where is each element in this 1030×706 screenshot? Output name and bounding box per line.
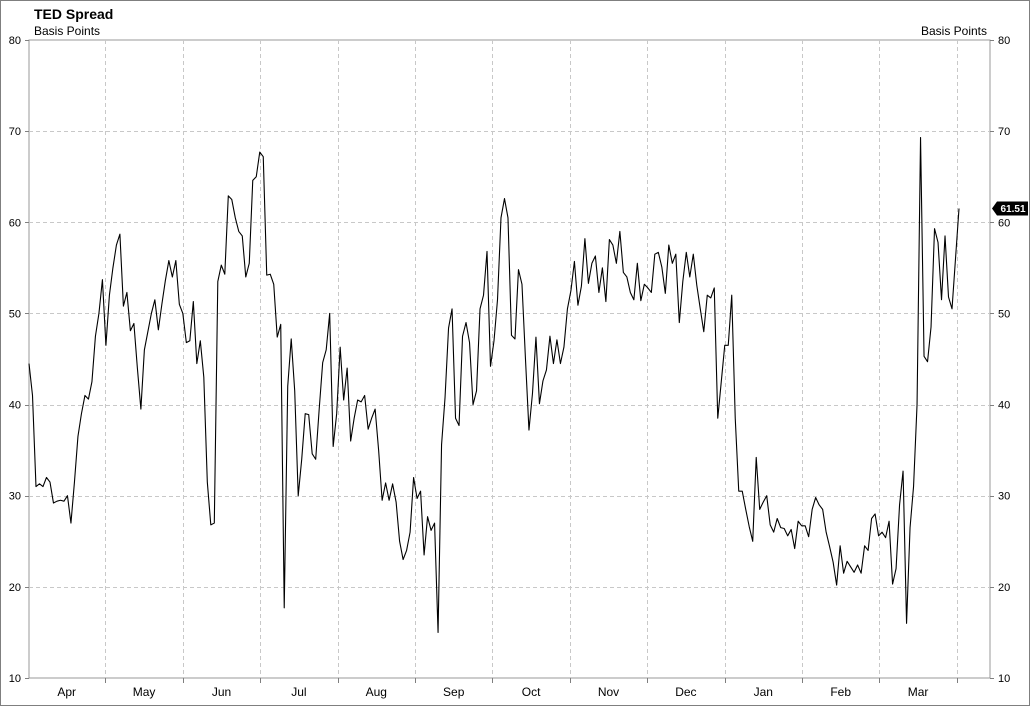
x-tick-label-month: Mar <box>908 685 929 699</box>
x-tick-label-month: Jan <box>754 685 773 699</box>
y-tick-label-right: 40 <box>998 400 1010 412</box>
y-tick-label-right: 50 <box>998 308 1010 320</box>
y-tick-label-right: 10 <box>998 673 1010 685</box>
y-tick-label-left: 60 <box>9 217 21 229</box>
x-tick-label-month: Feb <box>830 685 851 699</box>
y-tick-label-left: 80 <box>9 35 21 47</box>
x-tick-label-month: May <box>133 685 156 699</box>
y-tick-label-right: 20 <box>998 582 1010 594</box>
x-tick-label-month: Oct <box>522 685 541 699</box>
y-tick-label-right: 70 <box>998 126 1010 138</box>
last-value-label: 61.51 <box>1000 204 1025 215</box>
y-tick-label-left: 50 <box>9 308 21 320</box>
x-tick-label-month: Dec <box>675 685 696 699</box>
x-tick-label-month: Sep <box>443 685 465 699</box>
y-tick-label-left: 70 <box>9 126 21 138</box>
x-tick-label-month: Apr <box>57 685 76 699</box>
y-axis-label-left: Basis Points <box>34 24 101 38</box>
x-tick-label-month: Jun <box>212 685 231 699</box>
x-tick-label-month: Nov <box>598 685 619 699</box>
y-tick-label-left: 10 <box>9 673 21 685</box>
y-tick-label-left: 30 <box>9 491 21 503</box>
last-value-badge <box>992 201 1028 216</box>
y-tick-label-right: 80 <box>998 35 1010 47</box>
plot-area <box>28 39 991 679</box>
chart-title: TED Spread <box>34 6 114 22</box>
y-tick-label-right: 30 <box>998 491 1010 503</box>
x-tick-label-month: Jul <box>291 685 306 699</box>
y-axis-label-right: Basis Points <box>920 24 987 38</box>
series-line <box>28 136 960 633</box>
y-tick-label-left: 40 <box>9 400 21 412</box>
x-tick-label-month: Aug <box>366 685 387 699</box>
y-tick-label-left: 20 <box>9 582 21 594</box>
y-tick-label-right: 60 <box>998 217 1010 229</box>
